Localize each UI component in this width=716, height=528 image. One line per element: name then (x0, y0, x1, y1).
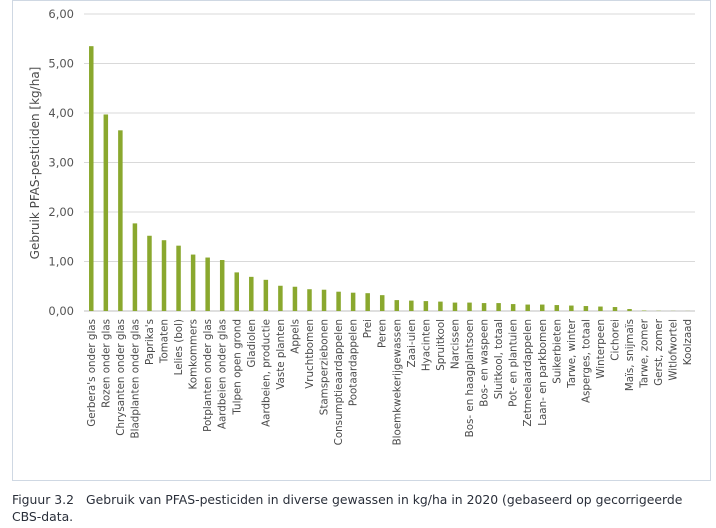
x-tick-label: Consumptieaardappelen (333, 319, 345, 445)
x-tick-label: Laan- en parkbomen (537, 319, 549, 426)
x-tick-label: Stamsperziebonen (319, 319, 331, 415)
x-tick-label: Narcissen (449, 319, 461, 369)
x-tick-label: Potplanten onder glas (202, 319, 214, 432)
x-tick-label: Gerst, zomer (653, 318, 665, 386)
x-tick-label: Appels (289, 319, 301, 354)
y-tick-label: 6,00 (48, 7, 74, 21)
bar (423, 301, 429, 311)
x-tick-label: Tarwe, winter (566, 318, 578, 389)
y-axis-label: Gebruik PFAS-pesticiden [kg/ha] (28, 67, 42, 260)
bar (292, 286, 298, 311)
x-tick-labels: Gerbera's onder glas Rozen onder glas Chry… (86, 318, 694, 445)
bar (103, 114, 109, 311)
bar (278, 285, 283, 311)
y-tick-label: 4,00 (48, 106, 74, 120)
x-tick-label: Vaste planten (275, 319, 287, 390)
x-tick-label: Komkommers (188, 319, 200, 389)
x-tick-label: Tulpen open grond (231, 319, 243, 416)
bar (219, 260, 225, 311)
y-tick-label: 3,00 (48, 156, 74, 170)
x-tick-label: Aardbeien, productie (260, 319, 272, 427)
bar (234, 272, 239, 311)
x-tick-label: Aardbeien onder glas (217, 319, 229, 429)
chart-frame (12, 0, 711, 481)
caption-number: Figuur 3.2 (12, 492, 74, 507)
x-tick-label: Lelies (bol) (173, 319, 185, 375)
bar (612, 307, 618, 311)
y-tick-labels: 0,00 1,00 2,00 3,00 4,00 5,00 6,00 (48, 7, 74, 318)
bar (190, 254, 196, 311)
bar (394, 300, 400, 311)
x-tick-label: Bladplanten onder glas (129, 319, 141, 438)
x-tick-label: Paprika's (144, 319, 156, 365)
bar (147, 235, 152, 311)
y-tick-label: 0,00 (48, 304, 74, 318)
bar (540, 304, 545, 311)
x-tick-label: Winterpeen (595, 319, 607, 379)
x-tick-label: Zetmeelaardappelen (522, 319, 534, 427)
bar (452, 302, 458, 311)
bar (365, 293, 370, 311)
y-tick-label: 5,00 (48, 57, 74, 71)
x-tick-label: Maïs, snijmaïs (624, 319, 636, 391)
x-tick-label: Asperges, totaal (580, 319, 592, 403)
bar (583, 306, 589, 311)
bar (510, 304, 516, 311)
x-tick-label: Pootaardappelen (348, 319, 360, 406)
x-tick-label: Gladiolen (246, 319, 258, 368)
x-tick-label: Witlofwortel (668, 319, 680, 381)
x-tick-label: Koolzaad (682, 319, 694, 365)
x-tick-label: Zaai-uien (406, 319, 418, 368)
bar (249, 276, 254, 311)
bar (496, 303, 501, 311)
caption-text: Gebruik van PFAS-pesticiden in diverse g… (12, 492, 683, 524)
gridlines (84, 13, 695, 312)
bar (525, 304, 530, 311)
bar (481, 303, 487, 311)
x-tick-label: Vruchtbomen (304, 319, 316, 389)
bar (336, 291, 341, 311)
figure-caption: Figuur 3.2 Gebruik van PFAS-pesticiden in… (12, 491, 712, 525)
x-tick-label: Sluitkool, totaal (493, 319, 505, 399)
bar (554, 305, 560, 311)
x-tick-label: Hyacinten (420, 319, 432, 371)
bar (307, 289, 312, 311)
bar (467, 302, 472, 311)
x-tick-label: Rozen onder glas (100, 319, 112, 408)
bar (438, 301, 443, 311)
y-tick-label: 1,00 (48, 255, 74, 269)
x-tick-label: Bos- en haagplantsoen (464, 319, 476, 437)
x-tick-label: Prei (362, 319, 374, 338)
bar (627, 309, 632, 311)
bar (161, 240, 167, 311)
bar (409, 300, 414, 311)
x-tick-label: Bloemkwekerijgewassen (391, 319, 403, 445)
bar (379, 295, 385, 311)
x-tick-label: Chrysanten onder glas (115, 319, 127, 436)
bar (176, 245, 181, 311)
x-tick-label: Cichorei (609, 319, 621, 361)
x-tick-label: Tomaten (159, 319, 171, 364)
bar (132, 223, 138, 311)
x-tick-label: Tarwe, zomer (639, 318, 651, 389)
bars (89, 46, 690, 312)
bar (118, 130, 123, 311)
bar (569, 305, 574, 311)
bar (598, 306, 603, 311)
bar (321, 289, 327, 311)
bar (205, 257, 210, 311)
y-tick-label: 2,00 (48, 205, 74, 219)
bar (89, 46, 94, 312)
bar (263, 279, 269, 311)
x-tick-label: Peren (377, 319, 389, 348)
x-tick-label: Suikerbieten (551, 319, 563, 384)
x-tick-label: Bos- en waspeen (479, 319, 491, 407)
x-tick-label: Pot- en plantuien (508, 319, 520, 407)
x-tick-label: Spruitkool (435, 319, 447, 371)
x-tick-label: Gerbera's onder glas (86, 319, 98, 427)
bar (350, 292, 356, 311)
bar-chart: 0,00 1,00 2,00 3,00 4,00 5,00 6,00 Gerbera's o… (28, 7, 695, 445)
